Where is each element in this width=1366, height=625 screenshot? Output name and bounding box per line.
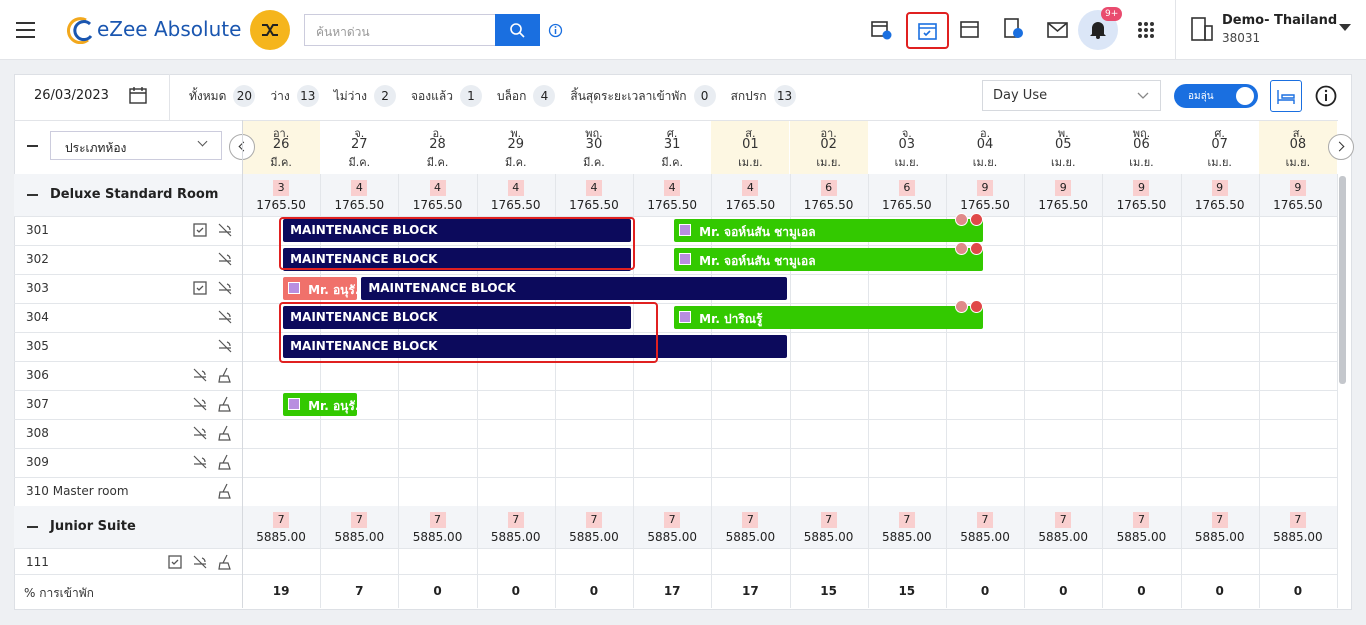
toggle-label: อมลุ่น <box>1188 91 1214 102</box>
booking[interactable]: MAINTENANCE BLOCK <box>361 277 788 300</box>
help-icon[interactable] <box>1315 85 1337 107</box>
apps-icon[interactable] <box>1137 21 1155 39</box>
arrow <box>238 141 249 152</box>
room-stats: ทั้งหมด 20 ว่าง 13 ไม่ว่าง 2 จองแล้ว 1 บล็อก 4 สิ้… <box>189 85 811 107</box>
booking-label: MAINTENANCE BLOCK <box>290 310 438 324</box>
mail-icon[interactable] <box>1047 22 1068 38</box>
stat-label: ว่าง <box>270 88 290 103</box>
bed-icon <box>1277 90 1295 104</box>
booking-label: Mr. อนุรั... <box>308 283 357 297</box>
booking[interactable]: Mr. ปาริณรู้ <box>674 306 984 329</box>
logo-icon <box>67 17 93 44</box>
stay-view-button[interactable] <box>906 12 949 49</box>
stat-label: ทั้งหมด <box>189 88 227 103</box>
booking[interactable]: MAINTENANCE BLOCK <box>283 335 788 358</box>
stat-count: 1 <box>459 85 482 107</box>
date-picker-icon[interactable] <box>129 86 148 105</box>
property-caret[interactable] <box>1339 24 1351 32</box>
search-icon <box>510 23 525 38</box>
booking[interactable]: MAINTENANCE BLOCK <box>283 306 632 329</box>
calendar-icon[interactable] <box>960 19 980 39</box>
stay-view-icon <box>918 23 937 40</box>
stat-count: 2 <box>374 85 397 107</box>
booking-icon <box>679 311 692 323</box>
view-dropdown[interactable]: Day Use <box>982 80 1161 111</box>
booking[interactable]: MAINTENANCE BLOCK <box>283 248 632 271</box>
booking-label: MAINTENANCE BLOCK <box>290 339 438 353</box>
logo-text: eZee Absolute <box>97 17 242 41</box>
toggle[interactable]: อมลุ่น <box>1174 84 1258 108</box>
booking-label: MAINTENANCE BLOCK <box>290 252 438 266</box>
prev-button[interactable] <box>229 134 255 160</box>
shuffle-icon <box>262 24 278 36</box>
billing-icon[interactable] <box>1003 18 1025 40</box>
room-view-button[interactable] <box>1270 80 1302 112</box>
stat-count: 13 <box>773 85 796 107</box>
booking-icon <box>679 253 692 265</box>
booking[interactable]: Mr. จอห์นสัน ชามูเอล <box>674 219 984 242</box>
top-bar: eZee Absolute ค้นหาด่วน 9+ Demo- Thailan… <box>0 0 1366 60</box>
booking-label: Mr. จอห์นสัน ชามูเอล <box>699 225 816 239</box>
booking-label: Mr. อนุรั... <box>308 399 357 413</box>
property-name[interactable]: Demo- Thailand <box>1222 13 1338 28</box>
toggle-knob <box>1236 87 1254 105</box>
stat-label: จองแล้ว <box>411 88 453 103</box>
menu-line <box>16 29 35 31</box>
booking-label: Mr. ปาริณรู้ <box>699 312 763 326</box>
booking-label: Mr. จอห์นสัน ชามูเอล <box>699 254 816 268</box>
menu-button[interactable] <box>16 22 35 38</box>
booking-icon <box>288 282 301 294</box>
booking[interactable]: MAINTENANCE BLOCK <box>283 219 632 242</box>
divider <box>1175 0 1176 60</box>
divider <box>169 74 170 120</box>
view-label: Day Use <box>993 88 1048 103</box>
booking[interactable]: Mr. อนุรั... <box>283 277 358 300</box>
arrow <box>1334 141 1345 152</box>
stat-label: สิ้นสุดระยะเวลาเข้าพัก <box>570 88 687 103</box>
search-input[interactable]: ค้นหาด่วน <box>304 14 496 46</box>
booking-icon <box>288 398 301 410</box>
notification-button[interactable] <box>1078 10 1118 50</box>
shuffle-button[interactable] <box>250 10 290 50</box>
stat-label: สกปรก <box>730 88 767 103</box>
stat-count: 13 <box>296 85 319 107</box>
info-icon[interactable] <box>548 23 563 38</box>
dropdown-caret <box>1137 92 1149 99</box>
booking[interactable]: Mr. จอห์นสัน ชามูเอล <box>674 248 984 271</box>
booking[interactable]: Mr. อนุรั... <box>283 393 358 416</box>
current-date[interactable]: 26/03/2023 <box>34 88 109 103</box>
next-button[interactable] <box>1328 134 1354 160</box>
notification-badge: 9+ <box>1101 7 1123 21</box>
booking-label: MAINTENANCE BLOCK <box>290 223 438 237</box>
stat-count: 0 <box>693 85 716 107</box>
booking-icon <box>679 224 692 236</box>
stat-count: 20 <box>233 85 256 107</box>
property-icon <box>1191 17 1213 41</box>
booking-label: MAINTENANCE BLOCK <box>368 281 516 295</box>
search-placeholder: ค้นหาด่วน <box>316 25 370 39</box>
stat-count: 4 <box>533 85 556 107</box>
stat-label: บล็อก <box>496 88 527 103</box>
bell-icon <box>1090 22 1106 39</box>
property-id: 38031 <box>1222 31 1261 45</box>
new-booking-icon[interactable] <box>870 19 892 41</box>
stat-label: ไม่ว่าง <box>333 88 368 103</box>
search-button[interactable] <box>495 14 540 46</box>
